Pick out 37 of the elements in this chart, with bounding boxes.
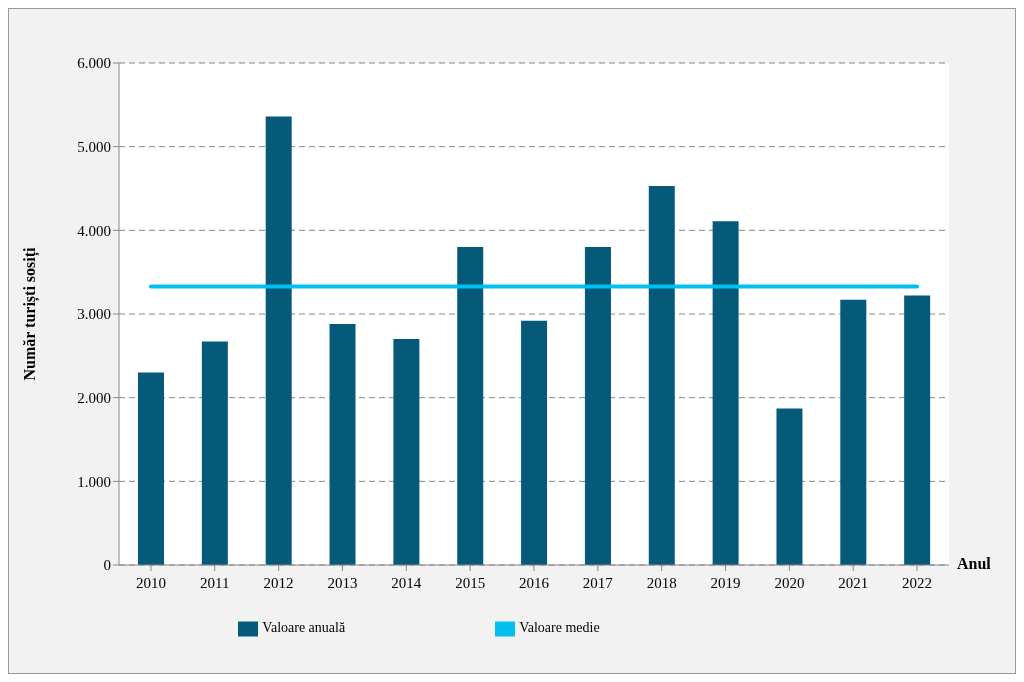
x-tick-label: 2021 xyxy=(838,574,869,591)
bar xyxy=(521,320,548,565)
x-axis-title: Anul xyxy=(957,554,992,572)
bar xyxy=(648,185,675,565)
bar xyxy=(712,221,739,565)
bar xyxy=(393,339,420,565)
bar xyxy=(904,295,931,565)
y-tick-label: 0 xyxy=(103,557,111,574)
x-tick-label: 2011 xyxy=(200,574,230,591)
x-tick-label: 2012 xyxy=(263,574,294,591)
bar xyxy=(776,408,803,565)
y-tick-label: 2.000 xyxy=(77,389,111,406)
x-tick-label: 2015 xyxy=(455,574,486,591)
x-tick-label: 2014 xyxy=(391,574,422,591)
y-tick-label: 1.000 xyxy=(77,473,111,490)
x-tick-label: 2020 xyxy=(774,574,805,591)
bar xyxy=(201,341,228,565)
x-tick-label: 2010 xyxy=(135,574,166,591)
y-tick-label: 6.000 xyxy=(77,55,111,72)
x-tick-label: 2018 xyxy=(646,574,677,591)
bar xyxy=(840,299,867,565)
bar xyxy=(584,247,611,565)
legend-label: Valoare anuală xyxy=(262,620,346,636)
y-tick-label: 3.000 xyxy=(77,306,111,323)
y-tick-label: 4.000 xyxy=(77,222,111,239)
bar xyxy=(457,247,484,565)
x-tick-label: 2016 xyxy=(519,574,550,591)
y-tick-label: 5.000 xyxy=(77,138,111,155)
x-tick-label: 2019 xyxy=(710,574,741,591)
x-tick-label: 2022 xyxy=(902,574,933,591)
bar xyxy=(329,324,356,565)
bar xyxy=(138,372,164,565)
bar xyxy=(265,116,292,565)
x-tick-label: 2013 xyxy=(327,574,358,591)
y-axis-title: Număr turiști sosiți xyxy=(20,246,40,381)
legend-label: Valoare medie xyxy=(519,620,600,636)
x-tick-label: 2017 xyxy=(582,574,614,591)
